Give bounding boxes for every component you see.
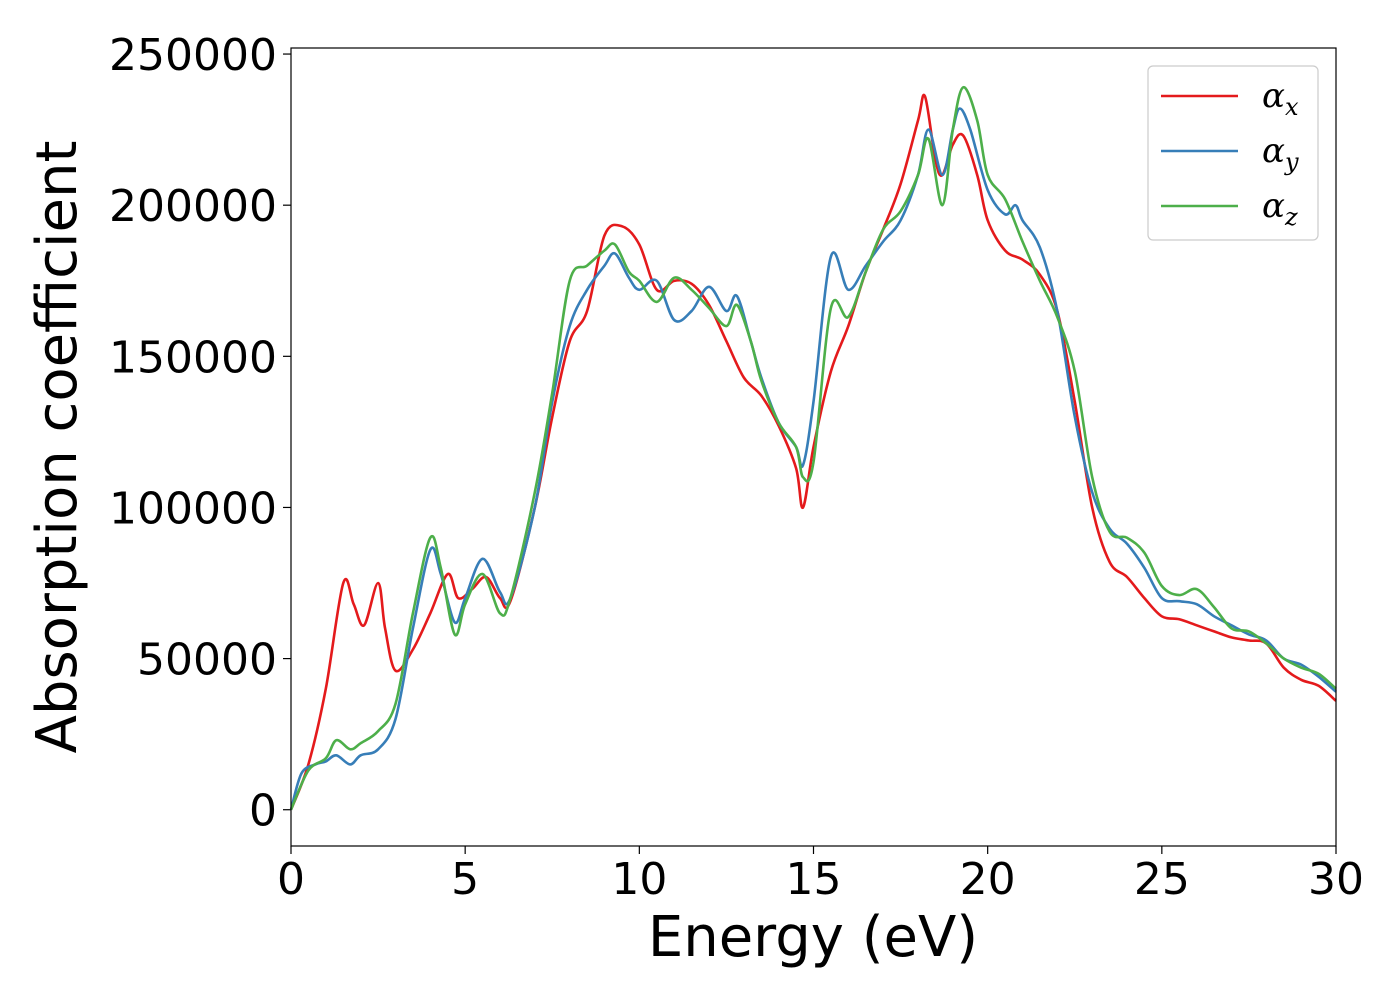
x-tick-label: 15: [786, 854, 842, 905]
y-tick-label: 150000: [109, 332, 277, 383]
legend: αx αy αz: [1147, 65, 1319, 241]
x-tick-label: 30: [1308, 854, 1364, 905]
series-layer: [289, 86, 1337, 811]
x-tick-label: 10: [611, 854, 667, 905]
y-axis-ticks: 0 50000 100000 150000 200000 250000: [109, 30, 291, 837]
legend-box: [1147, 65, 1319, 241]
y-tick-label: 200000: [109, 181, 277, 232]
y-tick-label: 50000: [137, 635, 277, 686]
x-tick-label: 20: [960, 854, 1016, 905]
legend-label-x: αx: [1262, 76, 1299, 121]
legend-label-z: αz: [1262, 186, 1298, 231]
x-axis-title: Energy (eV): [648, 905, 978, 970]
x-tick-label: 0: [277, 854, 305, 905]
series-line-x: [289, 93, 1337, 811]
x-tick-label: 25: [1134, 854, 1190, 905]
plot-frame: [290, 47, 1337, 847]
series-line-z: [289, 86, 1337, 811]
y-axis-title: Absorption coefficient: [25, 141, 90, 754]
legend-label-y: αy: [1262, 131, 1299, 176]
x-axis-ticks: 0 5 10 15 20 25 30: [277, 846, 1364, 905]
y-tick-label: 250000: [109, 30, 277, 81]
x-tick-label: 5: [451, 854, 479, 905]
y-tick-label: 0: [249, 786, 277, 837]
y-tick-label: 100000: [109, 483, 277, 534]
